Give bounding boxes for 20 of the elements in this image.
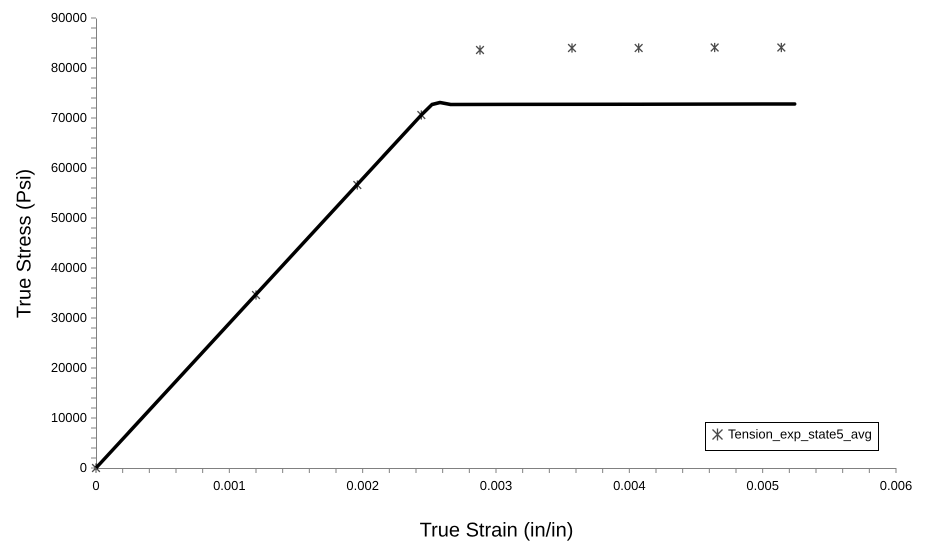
y-tick-label: 20000 <box>50 360 87 375</box>
x-tick-label: 0.005 <box>746 478 779 493</box>
x-tick-label: 0.006 <box>880 478 912 493</box>
y-tick-label: 40000 <box>50 260 87 275</box>
x-axis-title: True Strain (in/in) <box>420 520 574 542</box>
x-tick-label: 0.004 <box>613 478 646 493</box>
x-tick-label: 0.003 <box>480 478 512 493</box>
y-tick-label: 70000 <box>50 110 87 125</box>
y-tick-label: 0 <box>80 460 87 475</box>
legend-label: Tension_exp_state5_avg <box>728 426 872 442</box>
y-axis-title: True Stress (Psi) <box>14 168 36 318</box>
y-tick-label: 80000 <box>50 60 87 75</box>
x-tick-label: 0 <box>92 478 100 493</box>
y-tick-label: 30000 <box>50 310 87 325</box>
y-tick-label: 10000 <box>50 410 87 425</box>
y-tick-label: 60000 <box>50 160 87 175</box>
x-tick-label: 0.002 <box>346 478 379 493</box>
y-tick-label: 90000 <box>50 10 87 25</box>
x-tick-label: 0.001 <box>213 478 246 493</box>
y-tick-label: 50000 <box>50 210 87 225</box>
